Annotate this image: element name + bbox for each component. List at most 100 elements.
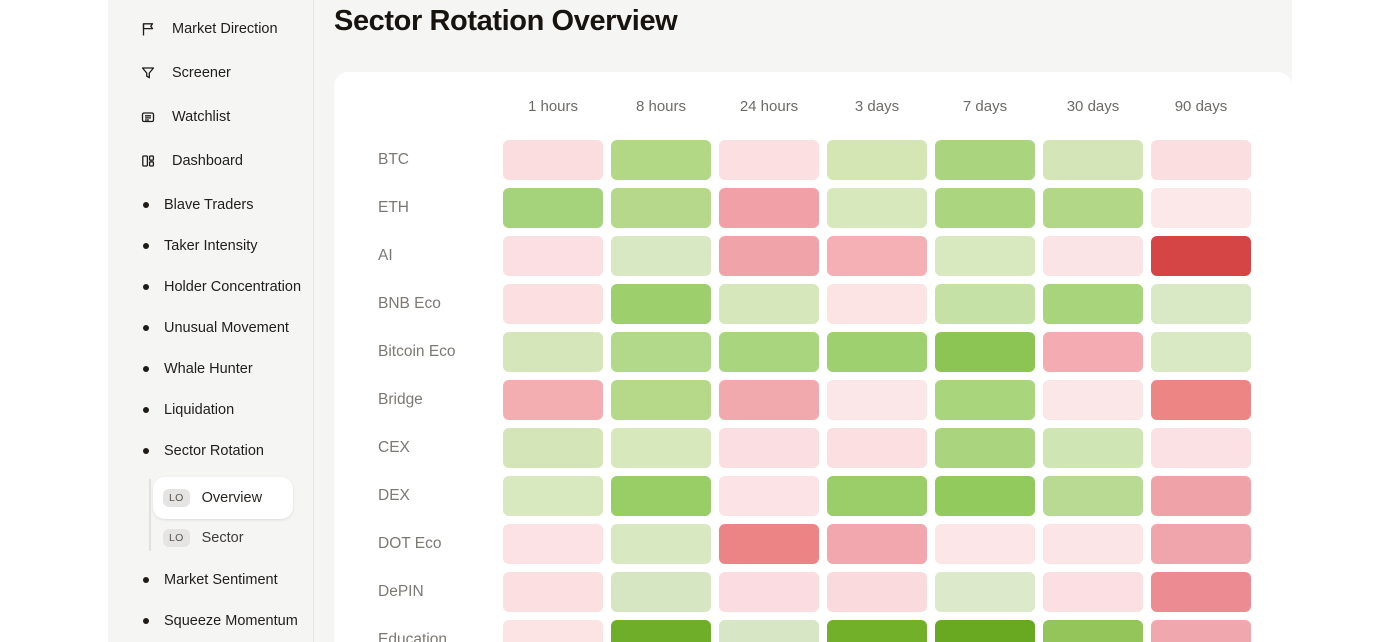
heatmap-cell-bitcoin-eco-2[interactable] [719,332,819,372]
heatmap-cell-bnb-eco-5[interactable] [1043,284,1143,324]
heatmap-cell-eth-5[interactable] [1043,188,1143,228]
heatmap-cell-eth-4[interactable] [935,188,1035,228]
heatmap-cell-cex-4[interactable] [935,428,1035,468]
heatmap-cell-dot-eco-6[interactable] [1151,524,1251,564]
heatmap-cell-depin-4[interactable] [935,572,1035,612]
heatmap-cell-dex-1[interactable] [611,476,711,516]
heatmap-cell-dex-0[interactable] [503,476,603,516]
sidebar-item-holder-concentration[interactable]: Holder Concentration [108,278,313,296]
heatmap-cell-depin-3[interactable] [827,572,927,612]
heatmap-cell-bitcoin-eco-5[interactable] [1043,332,1143,372]
heatmap-cell-ai-0[interactable] [503,236,603,276]
sidebar-item-liquidation[interactable]: Liquidation [108,401,313,419]
heatmap-cell-depin-0[interactable] [503,572,603,612]
flag-icon [140,21,156,37]
heatmap-cell-dot-eco-0[interactable] [503,524,603,564]
heatmap-cell-btc-1[interactable] [611,140,711,180]
heatmap-cell-bridge-0[interactable] [503,380,603,420]
sidebar-subitem-overview[interactable]: LO Overview [153,477,293,519]
heatmap-cell-depin-5[interactable] [1043,572,1143,612]
column-header-1: 8 hours [635,97,687,115]
heatmap-cell-bitcoin-eco-0[interactable] [503,332,603,372]
heatmap-cell-bnb-eco-2[interactable] [719,284,819,324]
sidebar-item-taker-intensity[interactable]: Taker Intensity [108,237,313,255]
heatmap-cell-ai-1[interactable] [611,236,711,276]
sidebar-item-whale-hunter[interactable]: Whale Hunter [108,360,313,378]
row-label-eth: ETH [378,199,409,216]
heatmap-cell-btc-2[interactable] [719,140,819,180]
heatmap-cell-bitcoin-eco-3[interactable] [827,332,927,372]
heatmap-cell-bridge-1[interactable] [611,380,711,420]
heatmap-cell-eth-2[interactable] [719,188,819,228]
heatmap-cell-dex-6[interactable] [1151,476,1251,516]
heatmap-cell-dot-eco-3[interactable] [827,524,927,564]
heatmap-cell-education-2[interactable] [719,620,819,642]
heatmap-cell-bnb-eco-6[interactable] [1151,284,1251,324]
heatmap-cell-dex-4[interactable] [935,476,1035,516]
heatmap-cell-eth-0[interactable] [503,188,603,228]
heatmap-cell-btc-4[interactable] [935,140,1035,180]
heatmap-cell-depin-1[interactable] [611,572,711,612]
heatmap-cell-education-0[interactable] [503,620,603,642]
heatmap-cell-dot-eco-5[interactable] [1043,524,1143,564]
heatmap-cell-bitcoin-eco-6[interactable] [1151,332,1251,372]
heatmap-cell-cex-2[interactable] [719,428,819,468]
heatmap-cell-dex-2[interactable] [719,476,819,516]
heatmap-cell-bitcoin-eco-1[interactable] [611,332,711,372]
sidebar-subitem-sector[interactable]: LO Sector [153,521,293,555]
heatmap-cell-eth-6[interactable] [1151,188,1251,228]
heatmap-cell-education-5[interactable] [1043,620,1143,642]
sidebar-item-dashboard[interactable]: Dashboard [108,152,313,170]
heatmap-cell-cex-5[interactable] [1043,428,1143,468]
sidebar-item-label: Watchlist [172,109,231,125]
heatmap-cell-bridge-4[interactable] [935,380,1035,420]
sidebar-item-unusual-movement[interactable]: Unusual Movement [108,319,313,337]
sidebar-item-sector-rotation[interactable]: Sector Rotation [108,442,313,460]
heatmap-cell-dex-5[interactable] [1043,476,1143,516]
heatmap-cell-dex-3[interactable] [827,476,927,516]
heatmap-cell-btc-0[interactable] [503,140,603,180]
bullet-icon [143,448,149,454]
heatmap-cell-education-3[interactable] [827,620,927,642]
sidebar-item-squeeze-momentum[interactable]: Squeeze Momentum [108,612,313,630]
heatmap-cell-eth-3[interactable] [827,188,927,228]
row-label-depin: DePIN [378,583,424,600]
heatmap-cell-bridge-5[interactable] [1043,380,1143,420]
sidebar-item-market-sentiment[interactable]: Market Sentiment [108,571,313,589]
heatmap-cell-bridge-3[interactable] [827,380,927,420]
heatmap-cell-btc-5[interactable] [1043,140,1143,180]
heatmap-cell-ai-3[interactable] [827,236,927,276]
heatmap-cell-dot-eco-1[interactable] [611,524,711,564]
heatmap-cell-ai-6[interactable] [1151,236,1251,276]
row-label-dex: DEX [378,487,410,504]
heatmap-cell-ai-4[interactable] [935,236,1035,276]
heatmap-cell-education-4[interactable] [935,620,1035,642]
heatmap-cell-depin-2[interactable] [719,572,819,612]
heatmap-cell-bnb-eco-1[interactable] [611,284,711,324]
heatmap-cell-btc-6[interactable] [1151,140,1251,180]
heatmap-cell-cex-3[interactable] [827,428,927,468]
heatmap-cell-btc-3[interactable] [827,140,927,180]
heatmap-cell-cex-1[interactable] [611,428,711,468]
sidebar-item-watchlist[interactable]: Watchlist [108,108,313,126]
sidebar-item-screener[interactable]: Screener [108,64,313,82]
header-spacer [334,92,495,120]
heatmap-cell-ai-2[interactable] [719,236,819,276]
heatmap-cell-eth-1[interactable] [611,188,711,228]
heatmap-cell-depin-6[interactable] [1151,572,1251,612]
heatmap-cell-bnb-eco-0[interactable] [503,284,603,324]
heatmap-cell-dot-eco-2[interactable] [719,524,819,564]
heatmap-cell-dot-eco-4[interactable] [935,524,1035,564]
heatmap-cell-bnb-eco-3[interactable] [827,284,927,324]
sidebar-item-blave-traders[interactable]: Blave Traders [108,196,313,214]
heatmap-cell-education-1[interactable] [611,620,711,642]
heatmap-cell-cex-0[interactable] [503,428,603,468]
heatmap-cell-bridge-2[interactable] [719,380,819,420]
heatmap-cell-bridge-6[interactable] [1151,380,1251,420]
heatmap-cell-bitcoin-eco-4[interactable] [935,332,1035,372]
heatmap-cell-ai-5[interactable] [1043,236,1143,276]
heatmap-cell-cex-6[interactable] [1151,428,1251,468]
sidebar-item-market-direction[interactable]: Market Direction [108,20,313,38]
heatmap-cell-bnb-eco-4[interactable] [935,284,1035,324]
heatmap-cell-education-6[interactable] [1151,620,1251,642]
